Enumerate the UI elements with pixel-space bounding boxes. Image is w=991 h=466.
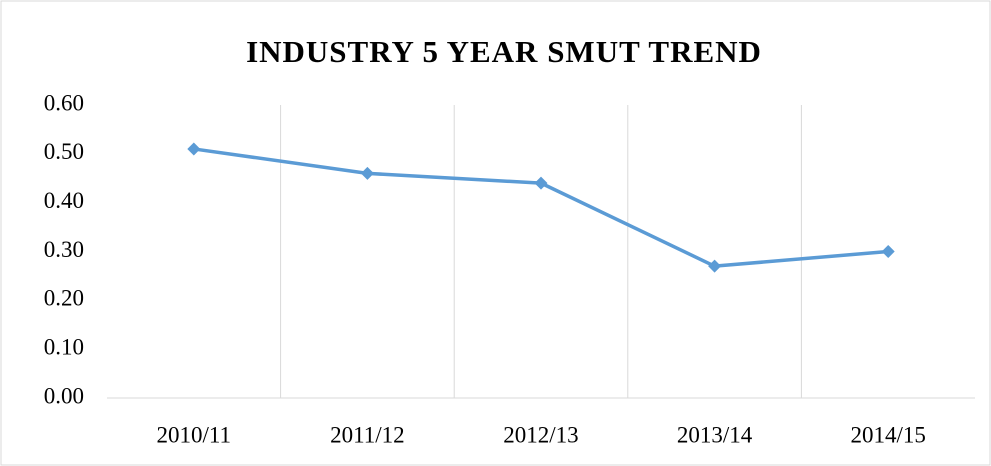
x-tick-label: 2011/12 [330,422,405,447]
y-tick-label: 0.40 [44,188,84,213]
y-tick-label: 0.60 [44,90,84,115]
x-tick-label: 2010/11 [157,422,232,447]
data-marker [360,166,374,180]
data-marker [708,259,722,273]
x-tick-label: 2014/15 [851,422,926,447]
data-marker [881,245,895,258]
y-tick-label: 0.10 [44,334,84,359]
x-tick-label: 2013/14 [677,422,753,447]
y-tick-label: 0.20 [44,286,84,311]
data-marker [534,176,548,190]
y-tick-label: 0.50 [44,139,84,164]
y-tick-label: 0.00 [44,383,84,408]
y-tick-label: 0.30 [44,237,84,262]
data-marker [187,142,201,156]
x-tick-label: 2012/13 [503,422,578,447]
chart-title: INDUSTRY 5 YEAR SMUT TREND [246,34,762,69]
